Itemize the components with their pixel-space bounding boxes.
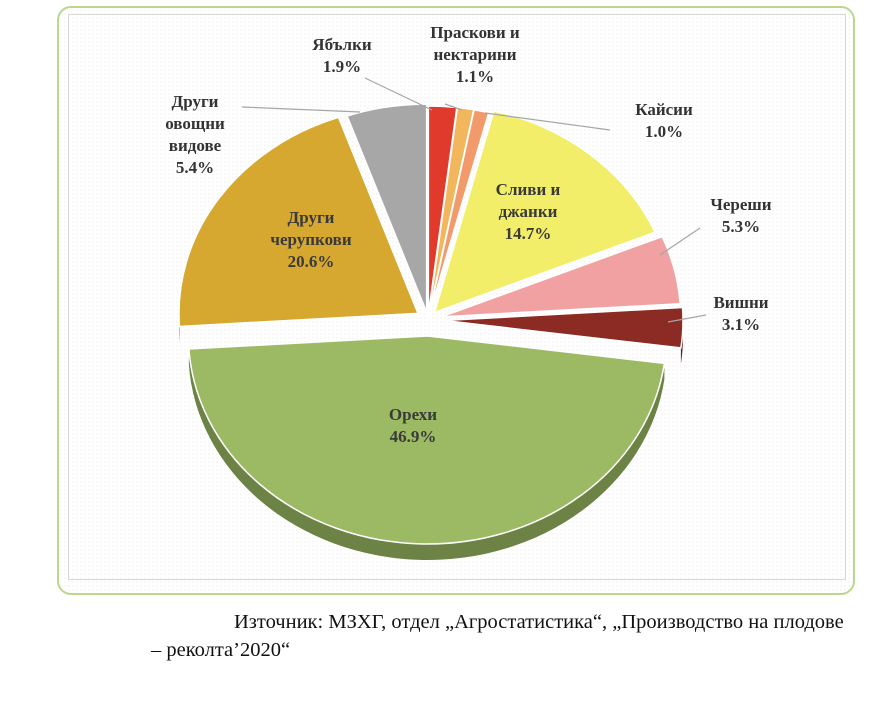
leader-line: [241, 106, 361, 113]
pie-slice: [433, 110, 657, 314]
pie-slice: [188, 335, 666, 545]
leader-line: [659, 227, 701, 256]
data-label: Други овощни видове 5.4%: [165, 92, 225, 177]
pie-slice: [178, 116, 420, 328]
leader-line: [667, 314, 707, 323]
pie-slice: [441, 235, 681, 318]
data-label: Орехи 46.9%: [389, 405, 437, 446]
data-label: Кайсии 1.0%: [635, 100, 693, 141]
leader-line: [364, 77, 433, 111]
pie-slice: [428, 108, 490, 315]
data-label: Вишни 3.1%: [713, 293, 768, 334]
data-label: Череши 5.3%: [710, 195, 771, 236]
leader-line: [444, 103, 463, 111]
leader-line: [484, 112, 611, 131]
data-label: Праскови и нектарини 1.1%: [430, 23, 520, 86]
source-line-1: Източник: МЗХГ, отдел „Агростатистика“, …: [234, 611, 844, 633]
data-label: Сливи и джанки 14.7%: [496, 180, 561, 243]
source-line-2: – реколта’2020“: [151, 639, 291, 661]
plot-area: [68, 14, 846, 580]
pie-slice: [443, 306, 684, 349]
data-label: Други черупкови 20.6%: [270, 208, 351, 271]
pie-slice: [346, 103, 428, 313]
data-label: Ябълки 1.9%: [312, 35, 372, 76]
